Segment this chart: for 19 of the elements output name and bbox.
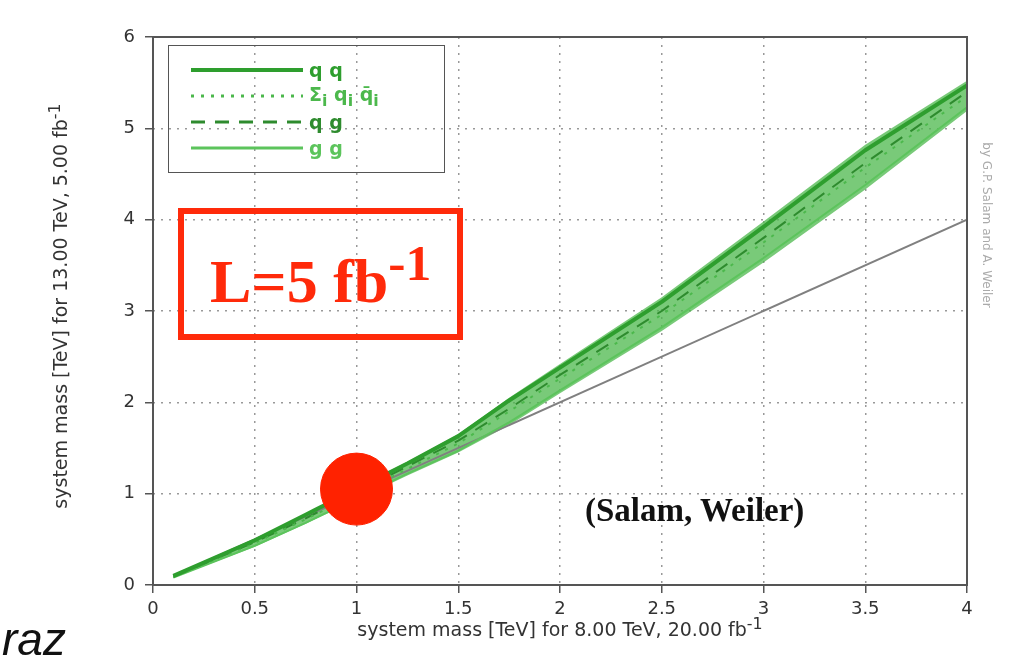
y-tick-label: 1 bbox=[123, 481, 135, 503]
text: q q bbox=[309, 59, 343, 81]
text: Σ$_{i}$ q$_{i}$ q̄$_{i}$ bbox=[309, 82, 379, 110]
y-tick-label: 0 bbox=[123, 572, 135, 594]
text: q g bbox=[309, 111, 343, 133]
y-tick-label: 2 bbox=[123, 390, 135, 412]
y-tick-label: 6 bbox=[123, 24, 135, 46]
y-tick-label: 3 bbox=[123, 298, 135, 320]
x-tick-label: 0 bbox=[147, 597, 159, 619]
x-tick-label: 0.5 bbox=[240, 597, 270, 619]
text: by G.P. Salam and A. Weiler bbox=[980, 142, 994, 308]
x-tick-label: 4 bbox=[961, 597, 973, 619]
y-tick-label: 5 bbox=[123, 116, 135, 138]
x-tick-label: 3.5 bbox=[850, 597, 880, 619]
annotation: (Salam, Weiler) bbox=[585, 492, 805, 529]
text: g g bbox=[309, 137, 343, 159]
annotation: L=5 fb$^{-1}$ bbox=[178, 208, 464, 340]
text: raz bbox=[2, 612, 66, 666]
y-tick-label: 4 bbox=[123, 207, 135, 229]
